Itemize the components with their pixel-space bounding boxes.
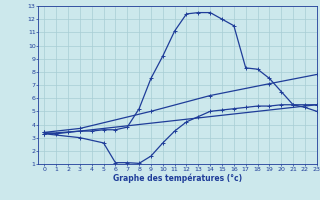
X-axis label: Graphe des températures (°c): Graphe des températures (°c): [113, 173, 242, 183]
